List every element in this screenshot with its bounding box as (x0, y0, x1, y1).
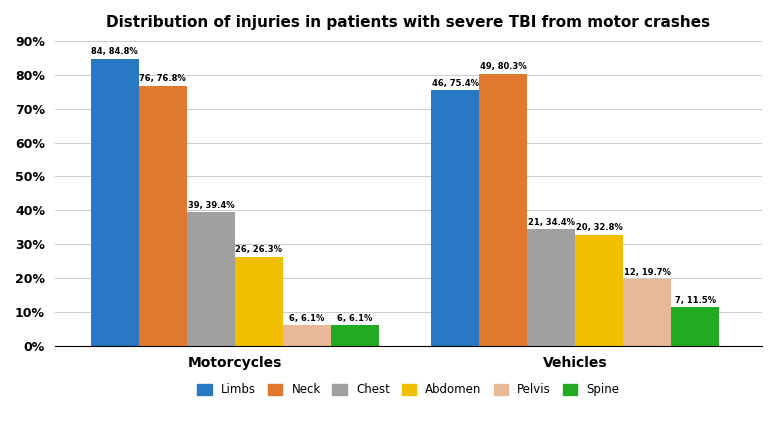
Text: 21, 34.4%: 21, 34.4% (528, 218, 575, 227)
Bar (431, 91, 479, 346)
Text: 84, 84.8%: 84, 84.8% (92, 47, 138, 56)
Title: Distribution of injuries in patients with severe TBI from motor crashes: Distribution of injuries in patients wit… (106, 15, 710, 30)
Text: 39, 39.4%: 39, 39.4% (187, 201, 234, 210)
Text: 6, 6.1%: 6, 6.1% (337, 314, 373, 323)
Bar (575, 235, 623, 346)
Text: 12, 19.7%: 12, 19.7% (624, 268, 671, 277)
Bar (331, 325, 379, 346)
Text: 7, 11.5%: 7, 11.5% (674, 296, 716, 305)
Bar (527, 229, 575, 346)
Bar (139, 86, 186, 346)
Bar (235, 257, 283, 346)
Legend: Limbs, Neck, Chest, Abdomen, Pelvis, Spine: Limbs, Neck, Chest, Abdomen, Pelvis, Spi… (193, 379, 624, 401)
Bar (91, 58, 139, 346)
Bar (479, 74, 527, 346)
Text: 26, 26.3%: 26, 26.3% (235, 245, 282, 254)
Text: 46, 75.4%: 46, 75.4% (431, 79, 479, 88)
Text: 6, 6.1%: 6, 6.1% (289, 314, 325, 323)
Text: 49, 80.3%: 49, 80.3% (479, 62, 527, 71)
Bar (283, 325, 331, 346)
Bar (623, 279, 671, 346)
Text: 20, 32.8%: 20, 32.8% (576, 223, 622, 232)
Bar (186, 212, 235, 346)
Text: 76, 76.8%: 76, 76.8% (139, 74, 186, 83)
Bar (671, 307, 720, 346)
